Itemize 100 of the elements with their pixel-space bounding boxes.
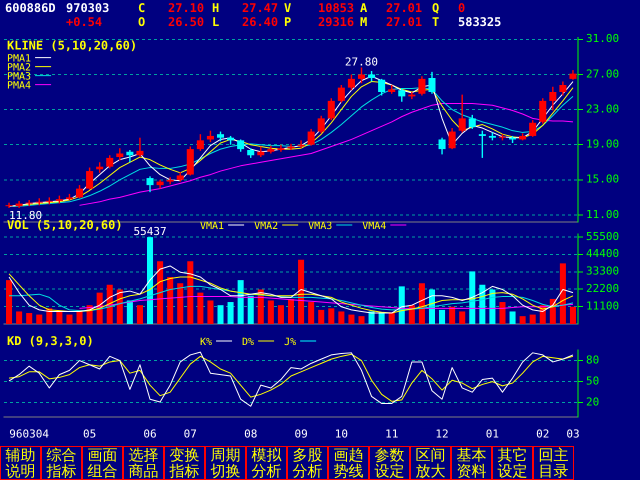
bar [388, 312, 395, 324]
text: 综合指标 [41, 446, 82, 480]
annotation: 55437 [133, 225, 167, 238]
chart-title: KLINE (5,10,20,60) [7, 38, 138, 53]
text: 辅助说明 [0, 446, 41, 480]
bar [6, 280, 12, 324]
bar [560, 263, 566, 324]
y-tick-label: 19.00 [586, 138, 620, 151]
x-tick-label: 07 [184, 427, 197, 440]
text: L [212, 15, 220, 29]
bar [469, 271, 476, 324]
x-tick-label: 10 [334, 427, 348, 440]
text: O [138, 15, 146, 29]
bar [167, 276, 174, 324]
text: +0.54 [66, 15, 102, 29]
text: 参数设定 [369, 446, 410, 480]
bar [238, 280, 244, 324]
bar [439, 310, 446, 324]
bar [348, 314, 354, 324]
bar [368, 311, 375, 324]
x-tick-label: 03 [566, 427, 580, 440]
legend-label: VMA4 [362, 221, 386, 232]
y-tick-label: 22200 [586, 282, 620, 296]
legend-label: PMA4 [7, 80, 32, 92]
chart-title: VOL (5,10,20,60) [7, 218, 123, 232]
bar [499, 302, 506, 324]
annotation: 27.80 [344, 55, 378, 68]
bar [530, 314, 536, 324]
text: 画趋势线 [328, 446, 369, 480]
x-tick-label: 01 [486, 427, 500, 440]
bar [459, 311, 466, 324]
y-tick-label: 11100 [586, 299, 620, 312]
bar [146, 237, 154, 324]
y-tick-label: 80 [586, 353, 600, 366]
text: H [212, 1, 220, 15]
y-tick-label: 27.00 [586, 67, 620, 80]
bar [288, 298, 294, 324]
bar [116, 290, 123, 324]
x-tick-label: 02 [536, 427, 550, 440]
bar [510, 311, 516, 324]
x-tick-label: 05 [82, 427, 96, 440]
text: 10853 [318, 1, 354, 15]
bar [268, 300, 274, 324]
bar [278, 305, 284, 324]
text: 0 [458, 1, 466, 15]
text: T [432, 15, 440, 29]
text: 26.50 [168, 15, 204, 29]
bar [157, 261, 164, 324]
text: 选择商品 [123, 446, 164, 480]
text: 27.01 [386, 15, 422, 29]
y-tick-label: 31.00 [586, 32, 620, 46]
bar [56, 311, 62, 324]
bar [328, 308, 334, 324]
legend-label: VMA1 [200, 221, 224, 232]
text: 26.40 [242, 15, 278, 29]
text: 周期切换 [205, 446, 246, 480]
legend-label: D% [242, 337, 254, 348]
text: 模拟分析 [246, 446, 287, 480]
y-tick-label: 44400 [586, 247, 620, 260]
bar [66, 314, 72, 324]
bar [126, 300, 133, 324]
bar [570, 306, 576, 324]
text: 27.01 [386, 1, 422, 15]
bar [228, 302, 234, 324]
bar [298, 260, 304, 324]
text: 583325 [458, 15, 502, 29]
bar [197, 292, 204, 324]
y-tick-label: 33300 [586, 264, 620, 278]
text: 区间放大 [410, 446, 451, 480]
text: 变换指标 [164, 446, 205, 480]
text: Q [432, 1, 440, 15]
text: P [284, 15, 292, 29]
bar [338, 311, 344, 324]
bar [217, 305, 224, 324]
y-tick-label: 15.00 [586, 172, 620, 186]
y-tick-label: 50 [586, 374, 600, 388]
y-tick-label: 23.00 [586, 102, 620, 116]
text: V [284, 1, 292, 15]
legend-label: J% [284, 337, 296, 348]
text: 回主目录 [533, 446, 574, 480]
text: 970303 [66, 1, 110, 15]
text: M [360, 15, 368, 29]
text: C [138, 1, 146, 15]
bar [418, 283, 425, 324]
legend-label: VMA3 [308, 221, 332, 232]
bar [308, 302, 314, 324]
chart-title: KD (9,3,3,0) [7, 334, 94, 348]
text: 基本资料 [451, 446, 492, 480]
bar [378, 313, 385, 324]
bar [449, 306, 456, 324]
bar [177, 283, 184, 324]
x-tick-label: 960304 [9, 427, 50, 440]
x-tick-label: 11 [385, 427, 398, 440]
bar [207, 300, 214, 324]
text: 27.47 [242, 1, 278, 15]
y-tick-label: 20 [586, 396, 600, 409]
bar [520, 316, 526, 324]
text: 画面组合 [82, 446, 123, 480]
y-tick-label: 55500 [586, 230, 620, 243]
bar [36, 314, 42, 324]
